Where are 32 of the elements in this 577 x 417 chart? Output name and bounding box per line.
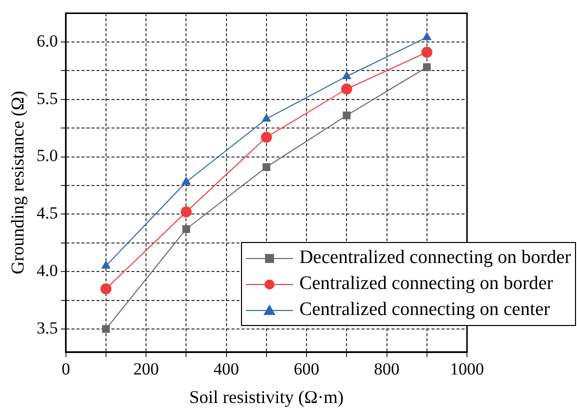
y-axis-title: Grounding resistance (Ω) bbox=[8, 90, 28, 274]
x-tick-label: 1000 bbox=[450, 360, 484, 379]
point bbox=[341, 84, 352, 94]
legend-label: Centralized connecting on border bbox=[299, 272, 554, 296]
legend-label: Centralized connecting on center bbox=[299, 298, 550, 322]
point bbox=[182, 225, 190, 234]
point bbox=[422, 32, 432, 40]
point bbox=[342, 70, 352, 80]
point bbox=[342, 112, 351, 120]
point bbox=[421, 46, 432, 58]
point bbox=[102, 325, 110, 333]
text: 6.0 bbox=[36, 31, 58, 50]
x-tick-label: 400 bbox=[214, 360, 240, 379]
point bbox=[181, 176, 191, 185]
y-tick-label: 5.5 bbox=[36, 88, 58, 108]
text: 5.0 bbox=[36, 146, 58, 166]
x-tick-label: 0 bbox=[62, 360, 70, 379]
point bbox=[101, 260, 111, 269]
legend-label: Decentralized connecting on border bbox=[299, 246, 571, 270]
y-tick-label: 4.5 bbox=[36, 204, 58, 223]
x-tick-label: 200 bbox=[133, 360, 159, 379]
point bbox=[100, 283, 112, 294]
x-tick-label: 800 bbox=[374, 360, 400, 379]
point bbox=[422, 63, 431, 72]
point bbox=[262, 163, 270, 171]
point bbox=[180, 206, 192, 218]
x-axis-title: Soil resistivity (Ω·m) bbox=[189, 386, 344, 407]
y-tick-label: 3.5 bbox=[36, 318, 58, 338]
text: 4.0 bbox=[36, 261, 58, 280]
x-tick-label: 600 bbox=[294, 360, 320, 379]
point bbox=[260, 132, 272, 143]
point bbox=[262, 113, 272, 122]
